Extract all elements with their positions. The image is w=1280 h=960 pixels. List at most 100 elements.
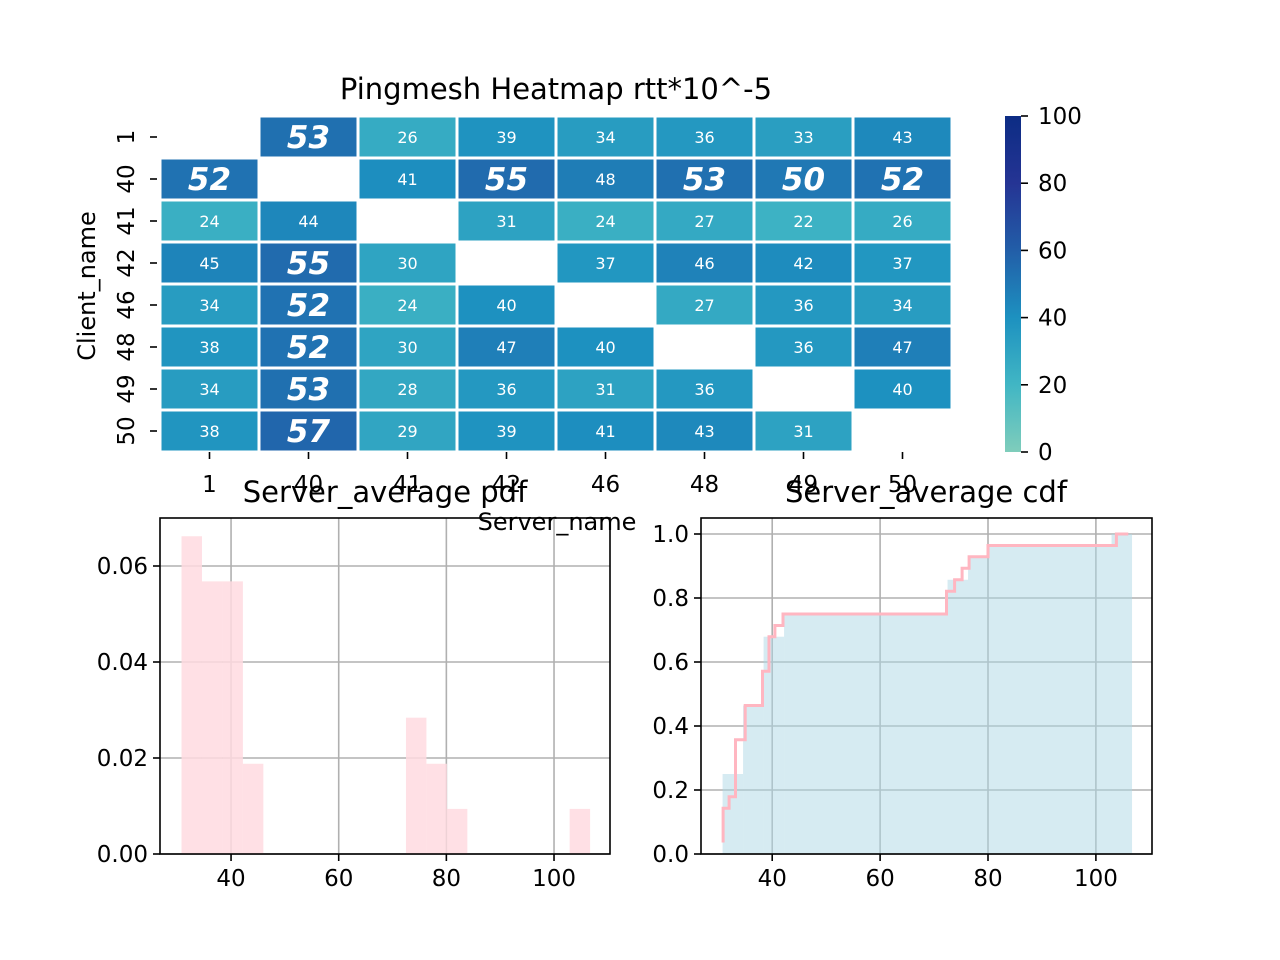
heatmap-cell-label: 36 — [694, 380, 714, 399]
heatmap-cell-label: 36 — [496, 380, 516, 399]
heatmap-cell-label: 52 — [287, 330, 330, 366]
heatmap-cell — [656, 411, 753, 451]
heatmap-cell-label: 52 — [188, 162, 231, 198]
heatmap-y-tick-label: 42 — [114, 248, 140, 277]
cdf-title: Server_average cdf — [785, 475, 1068, 509]
heatmap-cell-label: 38 — [199, 338, 219, 357]
heatmap-cell-label: 37 — [595, 254, 615, 273]
heatmap-cell-label: 34 — [892, 296, 912, 315]
colorbar-tick-label: 60 — [1038, 238, 1067, 264]
heatmap-cell — [557, 411, 654, 451]
heatmap-cell — [755, 159, 852, 199]
heatmap-cell — [656, 285, 753, 325]
pdf-bar — [242, 763, 264, 854]
cdf-y-tick-label: 1.0 — [652, 522, 689, 548]
cdf-bar — [784, 614, 948, 854]
pdf-ticks: 40 60 80 100 0.00 0.02 0.04 0.06 — [97, 554, 576, 892]
cdf-bar — [947, 579, 969, 854]
heatmap-cell — [854, 327, 951, 367]
heatmap-cell — [260, 243, 357, 283]
heatmap-x-tick-label: 46 — [591, 472, 620, 498]
heatmap-cell — [161, 201, 258, 241]
heatmap-cell — [458, 117, 555, 157]
heatmap-cells: 53 26 39 34 36 33 43 52 41 55 48 53 50 52 24 44 31 24 27 22… — [161, 117, 951, 451]
heatmap-cell — [755, 243, 852, 283]
heatmap-cell — [458, 327, 555, 367]
heatmap-cell — [161, 369, 258, 409]
heatmap-cell — [854, 117, 951, 157]
pdf-bar — [201, 581, 223, 854]
pdf-axes-frame — [159, 517, 611, 855]
heatmap-cell-label: 41 — [595, 422, 615, 441]
heatmap-cell-label: 45 — [199, 254, 219, 273]
heatmap-cell — [755, 117, 852, 157]
pdf-bar — [569, 808, 591, 854]
heatmap-cell — [359, 369, 456, 409]
cdf-y-tick-label: 0.0 — [652, 842, 689, 868]
heatmap-cell — [458, 201, 555, 241]
pdf-bar — [405, 717, 427, 854]
heatmap-cell-label: 55 — [287, 246, 330, 282]
heatmap-cell — [161, 159, 258, 199]
heatmap-cell — [557, 159, 654, 199]
heatmap-cell — [854, 201, 951, 241]
cdf-bar — [722, 774, 744, 854]
colorbar-tick-label: 20 — [1038, 373, 1067, 399]
heatmap-cell-label: 36 — [793, 338, 813, 357]
heatmap-y-axis-label: Client_name — [73, 211, 101, 361]
heatmap-cell — [359, 285, 456, 325]
colorbar-ticks: 0 20 40 60 80 100 — [1021, 104, 1082, 466]
cdf-x-tick-label: 100 — [1074, 866, 1118, 892]
heatmap-cell-label: 36 — [793, 296, 813, 315]
heatmap-cell — [260, 285, 357, 325]
pdf-x-tick-label: 100 — [532, 866, 576, 892]
heatmap-cell — [557, 327, 654, 367]
heatmap-panel: Pingmesh Heatmap rtt*10^-5 53 26 39 34 36 33 4… — [73, 72, 951, 536]
heatmap-cell — [458, 159, 555, 199]
heatmap-cell-label: 39 — [496, 128, 516, 147]
colorbar-tick-label: 0 — [1038, 440, 1053, 466]
heatmap-x-ticks: 1 40 41 42 46 48 49 50 — [202, 452, 917, 498]
heatmap-cell — [656, 201, 753, 241]
colorbar-tick-label: 80 — [1038, 171, 1067, 197]
heatmap-cell-label: 26 — [892, 212, 912, 231]
heatmap-cell-label: 34 — [199, 380, 219, 399]
heatmap-y-tick-label: 1 — [114, 130, 140, 145]
pdf-bar — [446, 808, 468, 854]
heatmap-x-axis-label: Server_name — [478, 508, 637, 536]
heatmap-cell-label: 31 — [496, 212, 516, 231]
heatmap-cell-label: 57 — [287, 414, 331, 450]
heatmap-cell — [854, 159, 951, 199]
heatmap-cell-label: 36 — [694, 128, 714, 147]
heatmap-cell — [260, 201, 357, 241]
heatmap-cell — [755, 201, 852, 241]
heatmap-y-tick-label: 41 — [114, 206, 140, 235]
heatmap-x-tick-label: 1 — [202, 472, 217, 498]
pdf-x-tick-label: 80 — [432, 866, 461, 892]
pdf-x-tick-label: 60 — [324, 866, 353, 892]
heatmap-x-tick-label: 50 — [888, 472, 917, 498]
heatmap-cell-label: 26 — [397, 128, 417, 147]
pdf-x-tick-label: 40 — [216, 866, 245, 892]
heatmap-cell — [359, 411, 456, 451]
heatmap-cell — [161, 243, 258, 283]
cdf-bar — [1111, 534, 1133, 854]
cdf-bar — [763, 636, 785, 854]
heatmap-cell — [557, 201, 654, 241]
heatmap-cell-label: 27 — [694, 212, 714, 231]
heatmap-cell — [161, 327, 258, 367]
heatmap-cell — [854, 285, 951, 325]
pdf-y-tick-label: 0.00 — [97, 842, 148, 868]
heatmap-y-tick-label: 49 — [114, 374, 140, 403]
cdf-bar — [743, 705, 764, 854]
heatmap-cell-label: 46 — [694, 254, 714, 273]
cdf-x-tick-label: 40 — [758, 866, 787, 892]
heatmap-cell-label: 52 — [287, 288, 330, 324]
heatmap-cell — [755, 285, 852, 325]
heatmap-cell-label: 33 — [793, 128, 813, 147]
pdf-bar — [426, 763, 447, 854]
cdf-x-tick-label: 80 — [973, 866, 1002, 892]
pdf-bars — [181, 536, 591, 854]
heatmap-cell-label: 31 — [793, 422, 813, 441]
